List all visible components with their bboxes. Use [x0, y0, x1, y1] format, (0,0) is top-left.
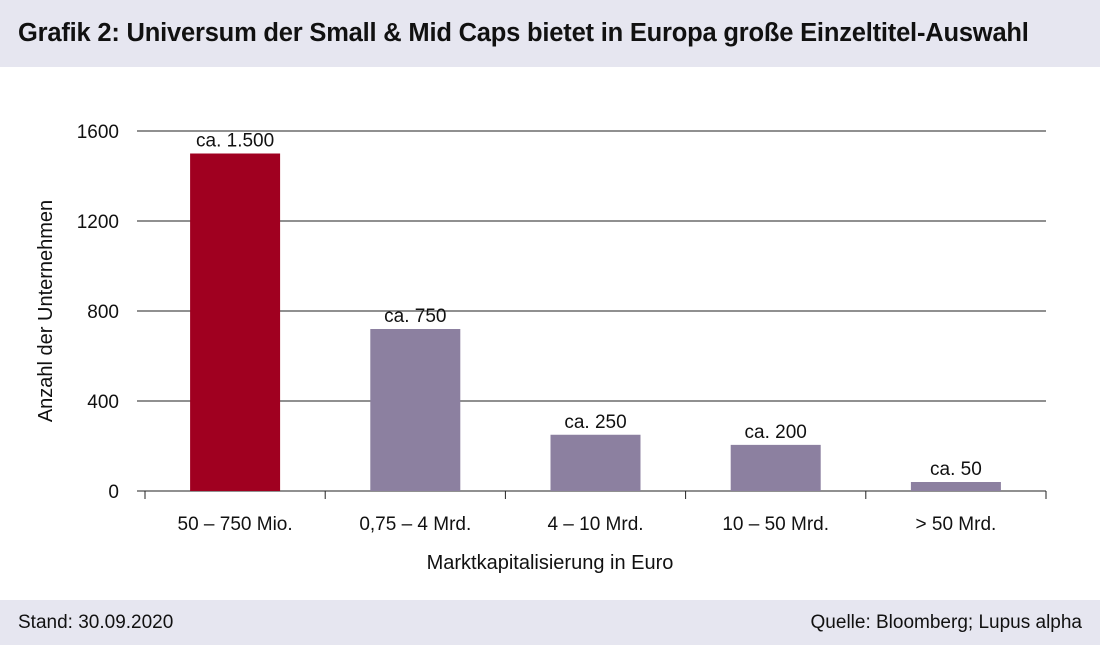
x-tick-label: 50 – 750 Mio.	[178, 514, 293, 535]
x-tick-label: 4 – 10 Mrd.	[547, 514, 643, 535]
data-labels: ca. 1.500 ca. 750 ca. 250 ca. 200 ca. 50	[196, 131, 982, 481]
bar-value-label: ca. 250	[564, 412, 626, 433]
gridlines	[137, 130, 1047, 499]
y-tick-label: 400	[87, 392, 119, 413]
bar-value-label: ca. 1.500	[196, 131, 274, 152]
x-tick-label: 0,75 – 4 Mrd.	[359, 514, 471, 535]
chart-area: 0 400 800 1200 1600 ca. 1.500 ca. 750 ca. 250 c…	[0, 67, 1100, 600]
x-tick-label: > 50 Mrd.	[916, 514, 997, 535]
bar	[370, 329, 461, 491]
source-note: Quelle: Bloomberg; Lupus alpha	[810, 612, 1082, 633]
y-axis-label: Anzahl der Unternehmen	[35, 200, 57, 422]
y-tick-label: 800	[87, 302, 119, 323]
bar-value-label: ca. 50	[930, 459, 982, 480]
chart-footer: Stand: 30.09.2020 Quelle: Bloomberg; Lup…	[0, 600, 1100, 645]
y-tick-label: 0	[108, 482, 119, 503]
x-axis-ticks: 50 – 750 Mio. 0,75 – 4 Mrd. 4 – 10 Mrd. 10 …	[178, 514, 997, 535]
y-tick-label: 1600	[77, 122, 119, 143]
bars	[190, 153, 1001, 491]
bar-value-label: ca. 750	[384, 306, 446, 327]
bar	[190, 153, 281, 491]
date-note: Stand: 30.09.2020	[18, 612, 174, 633]
bar-value-label: ca. 200	[745, 422, 807, 443]
y-axis-ticks: 0 400 800 1200 1600	[77, 122, 119, 503]
y-tick-label: 1200	[77, 212, 119, 233]
bar	[730, 444, 821, 491]
bar	[910, 482, 1001, 491]
chart-header: Grafik 2: Universum der Small & Mid Caps…	[0, 0, 1100, 67]
chart-title: Grafik 2: Universum der Small & Mid Caps…	[18, 19, 1029, 47]
bar	[550, 434, 641, 491]
x-tick-label: 10 – 50 Mrd.	[722, 514, 829, 535]
x-axis-label: Marktkapitalisierung in Euro	[427, 552, 674, 574]
